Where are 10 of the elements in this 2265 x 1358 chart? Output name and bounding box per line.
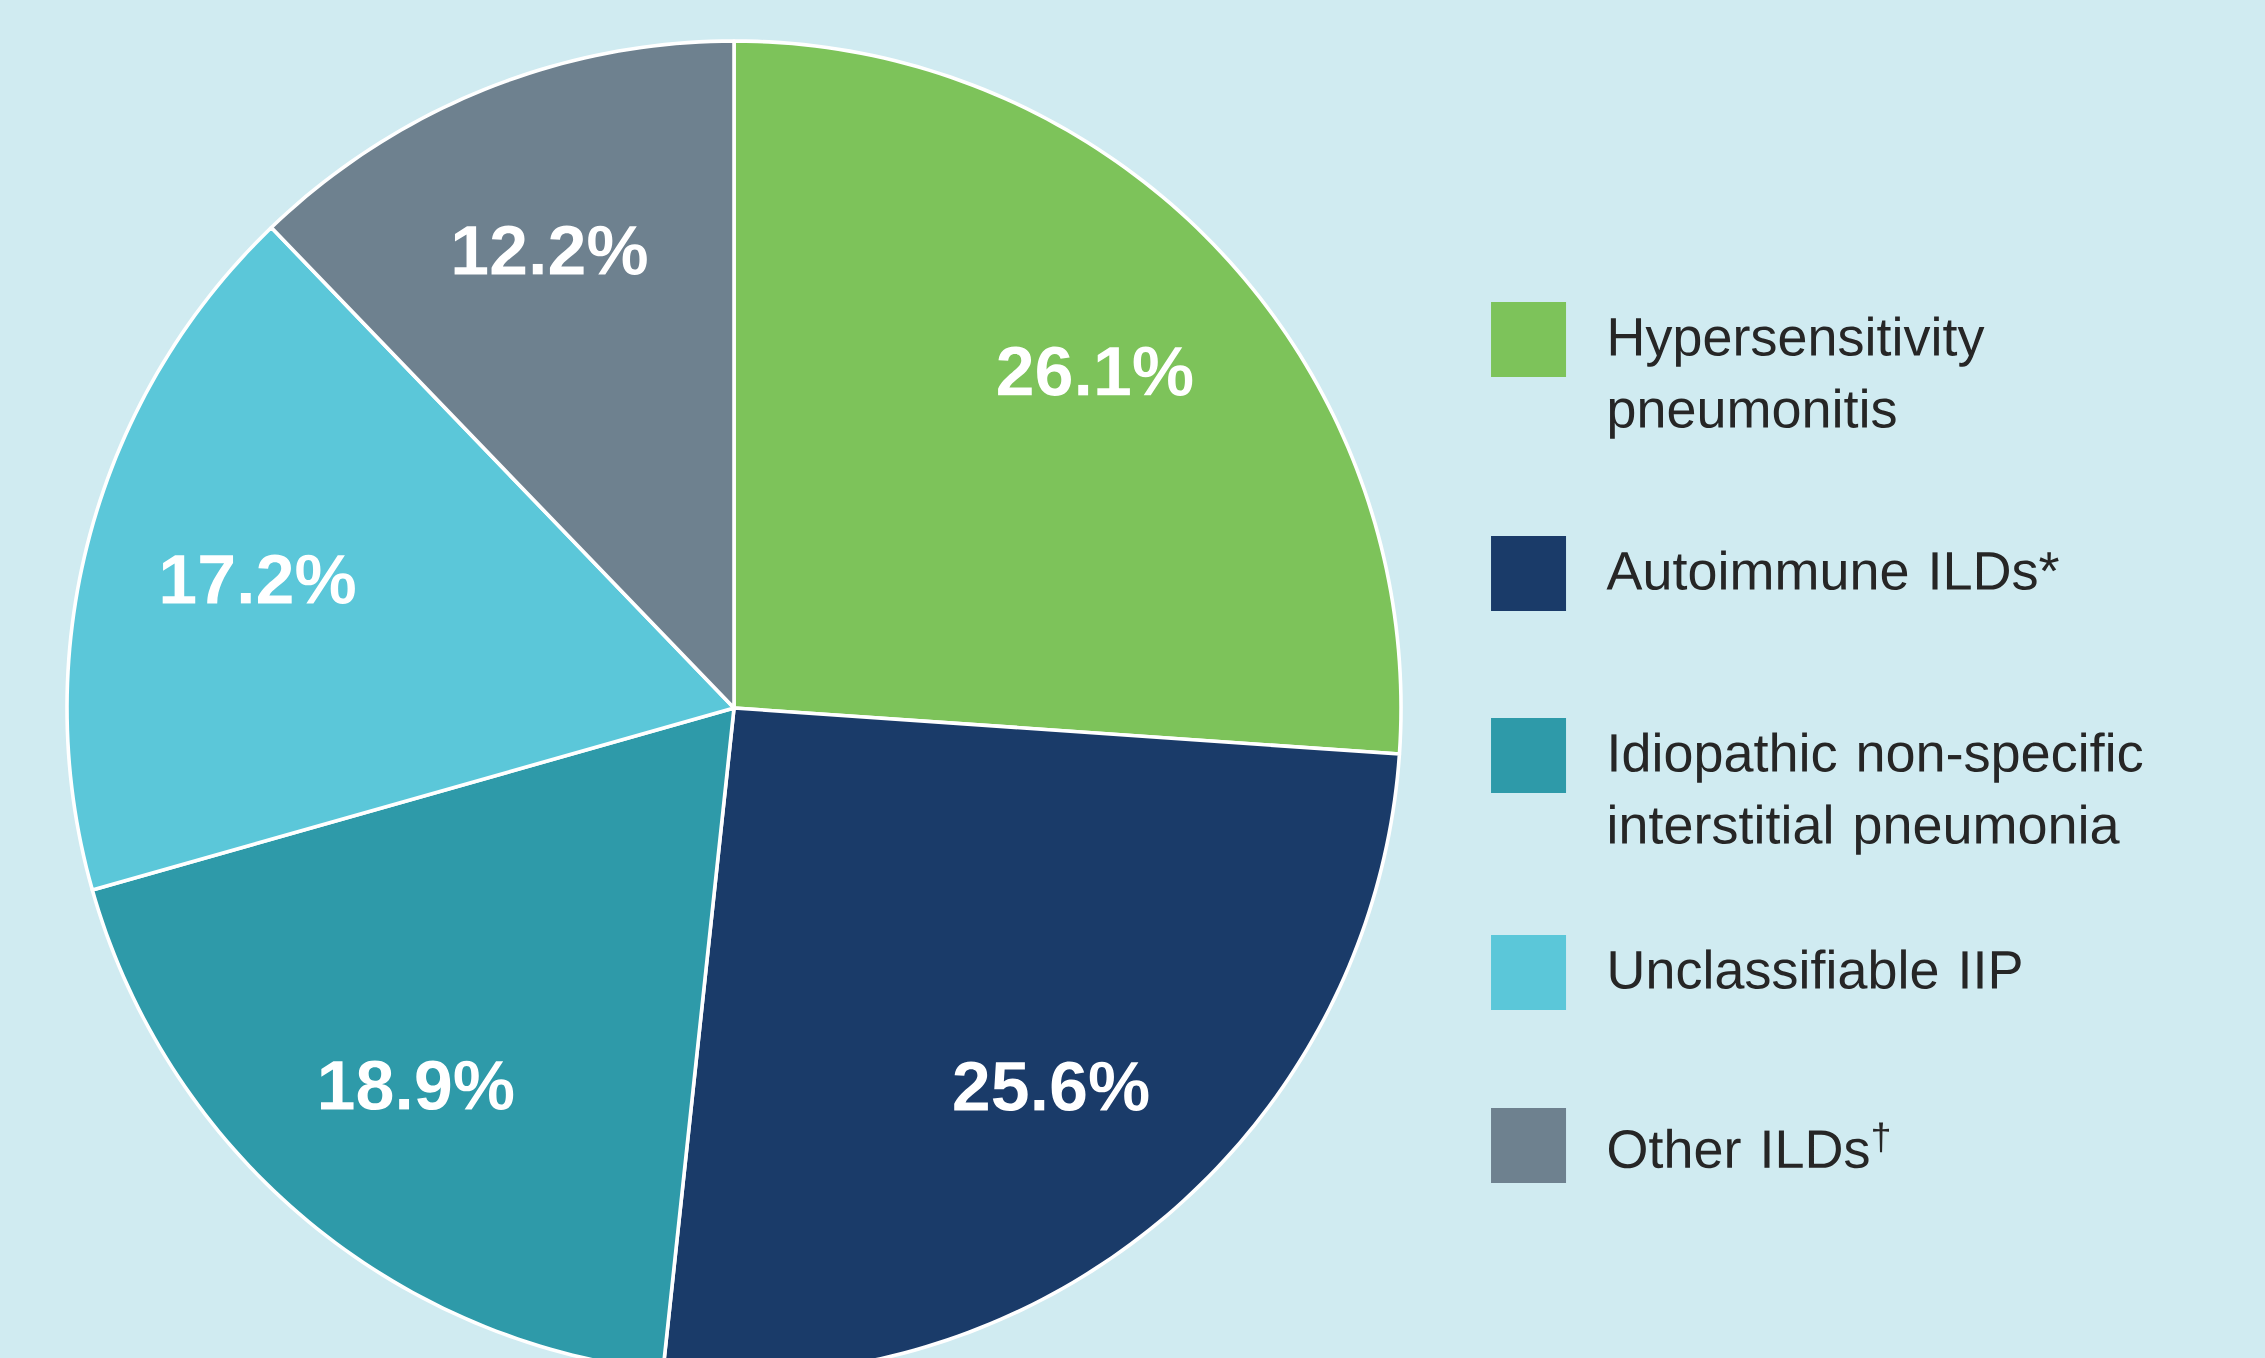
data-label: 26.1%: [998, 346, 1193, 397]
data-label: 12.2%: [454, 225, 647, 275]
data-label: 18.9%: [320, 1060, 514, 1111]
legend-label: Unclassifiable IIP: [1610, 949, 2021, 990]
legend-label: Other ILDs$^{†}$: [1608, 1122, 1890, 1169]
legend-label: Idiopathic non-specific interstitial pneumonia: [1610, 732, 2143, 855]
data-label: 25.6%: [954, 1061, 1149, 1112]
legend-label: Hypersensitivity pneumonitis: [1609, 316, 1985, 439]
legend-label: Autoimmune ILDs*: [1606, 550, 2059, 591]
data-label: 17.2%: [162, 554, 355, 604]
